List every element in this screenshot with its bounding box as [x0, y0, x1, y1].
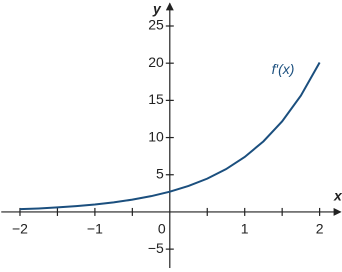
y-tick-label: 25 [148, 17, 164, 33]
x-tick-label: 2 [316, 221, 324, 237]
y-tick-label: 5 [156, 165, 164, 181]
curve-label: f′(x) [272, 61, 295, 77]
x-tick-label: 1 [241, 221, 249, 237]
y-tick-label: 15 [148, 91, 164, 107]
x-axis-label: x [333, 188, 342, 204]
x-tick-label: 0 [158, 221, 166, 237]
x-tick-label: −1 [87, 221, 103, 237]
y-axis-label: y [152, 1, 162, 17]
y-tick-label: 20 [148, 54, 164, 70]
curve [19, 62, 321, 211]
y-tick-label: 10 [148, 128, 164, 144]
x-tick-label: −2 [12, 221, 28, 237]
y-tick-label: −5 [148, 240, 164, 256]
